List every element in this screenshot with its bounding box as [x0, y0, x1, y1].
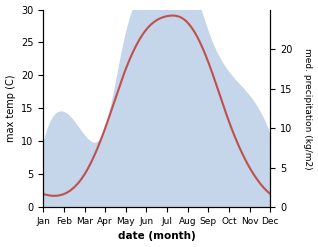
Y-axis label: max temp (C): max temp (C) — [5, 75, 16, 142]
X-axis label: date (month): date (month) — [118, 231, 196, 242]
Y-axis label: med. precipitation (kg/m2): med. precipitation (kg/m2) — [303, 48, 313, 169]
